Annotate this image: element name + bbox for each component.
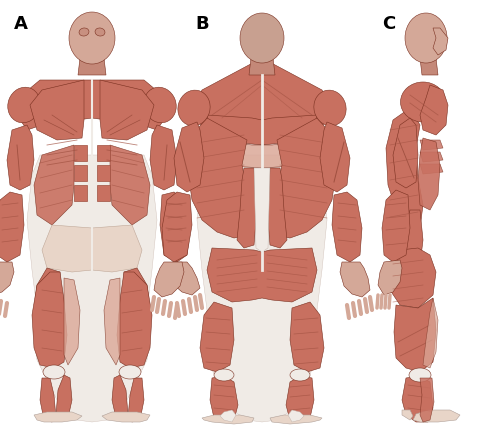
- Polygon shape: [386, 108, 423, 232]
- Polygon shape: [150, 125, 177, 190]
- Polygon shape: [187, 118, 254, 238]
- Polygon shape: [402, 410, 413, 420]
- Ellipse shape: [43, 365, 65, 379]
- Polygon shape: [220, 410, 236, 422]
- Polygon shape: [254, 168, 270, 252]
- Ellipse shape: [400, 82, 446, 122]
- Polygon shape: [393, 118, 418, 188]
- Polygon shape: [270, 415, 322, 424]
- Polygon shape: [42, 225, 142, 272]
- Polygon shape: [212, 140, 312, 168]
- Ellipse shape: [144, 87, 176, 123]
- Polygon shape: [154, 262, 184, 297]
- Polygon shape: [78, 58, 106, 75]
- Text: A: A: [14, 15, 28, 33]
- Polygon shape: [97, 185, 110, 201]
- Polygon shape: [104, 278, 120, 365]
- Polygon shape: [0, 262, 14, 295]
- Polygon shape: [420, 58, 438, 75]
- Ellipse shape: [240, 13, 284, 63]
- Polygon shape: [97, 165, 110, 181]
- Polygon shape: [117, 272, 152, 368]
- Polygon shape: [200, 302, 234, 372]
- Polygon shape: [390, 248, 436, 308]
- Ellipse shape: [8, 87, 40, 123]
- Polygon shape: [332, 192, 362, 262]
- Polygon shape: [270, 118, 337, 238]
- Polygon shape: [110, 145, 150, 225]
- Polygon shape: [100, 80, 154, 140]
- Ellipse shape: [314, 90, 346, 126]
- Polygon shape: [197, 155, 327, 422]
- Polygon shape: [170, 262, 200, 295]
- Polygon shape: [56, 375, 72, 420]
- Polygon shape: [210, 376, 238, 422]
- Polygon shape: [420, 85, 448, 135]
- Polygon shape: [207, 115, 317, 145]
- Ellipse shape: [119, 365, 141, 379]
- Polygon shape: [268, 168, 287, 248]
- Polygon shape: [97, 145, 110, 161]
- Polygon shape: [160, 192, 190, 262]
- Polygon shape: [286, 376, 314, 422]
- Ellipse shape: [79, 28, 89, 36]
- Polygon shape: [112, 375, 128, 420]
- Polygon shape: [249, 58, 275, 75]
- Polygon shape: [320, 122, 350, 192]
- Ellipse shape: [409, 368, 431, 382]
- Ellipse shape: [214, 369, 234, 381]
- Polygon shape: [394, 298, 436, 372]
- Polygon shape: [420, 140, 443, 150]
- Text: C: C: [382, 15, 395, 33]
- Ellipse shape: [69, 12, 115, 64]
- Polygon shape: [382, 190, 410, 262]
- Polygon shape: [290, 302, 324, 372]
- Polygon shape: [40, 378, 56, 422]
- Polygon shape: [192, 58, 332, 130]
- Polygon shape: [128, 378, 144, 422]
- Text: B: B: [195, 15, 208, 33]
- Polygon shape: [0, 192, 24, 262]
- Polygon shape: [27, 155, 157, 422]
- Polygon shape: [207, 248, 317, 302]
- Polygon shape: [423, 298, 438, 368]
- Polygon shape: [32, 272, 67, 368]
- Polygon shape: [74, 185, 87, 201]
- Ellipse shape: [178, 90, 210, 126]
- Polygon shape: [64, 278, 80, 365]
- Polygon shape: [433, 28, 448, 55]
- Polygon shape: [7, 125, 34, 190]
- Polygon shape: [402, 376, 433, 422]
- Ellipse shape: [290, 369, 310, 381]
- Polygon shape: [420, 152, 443, 162]
- Polygon shape: [402, 210, 423, 268]
- Polygon shape: [420, 378, 434, 422]
- Polygon shape: [202, 415, 254, 424]
- Polygon shape: [237, 168, 256, 248]
- Polygon shape: [288, 410, 304, 422]
- Polygon shape: [340, 262, 370, 297]
- Polygon shape: [34, 268, 60, 320]
- Polygon shape: [418, 138, 440, 210]
- Polygon shape: [420, 164, 443, 174]
- Polygon shape: [30, 80, 84, 140]
- Polygon shape: [378, 260, 402, 295]
- Polygon shape: [74, 165, 87, 181]
- Polygon shape: [34, 412, 82, 422]
- Polygon shape: [74, 145, 87, 161]
- Ellipse shape: [405, 13, 447, 63]
- Polygon shape: [34, 145, 74, 225]
- Polygon shape: [174, 122, 204, 192]
- Ellipse shape: [95, 28, 105, 36]
- Polygon shape: [124, 268, 150, 320]
- Polygon shape: [162, 192, 192, 262]
- Polygon shape: [413, 410, 460, 422]
- Polygon shape: [17, 80, 167, 130]
- Polygon shape: [102, 412, 150, 422]
